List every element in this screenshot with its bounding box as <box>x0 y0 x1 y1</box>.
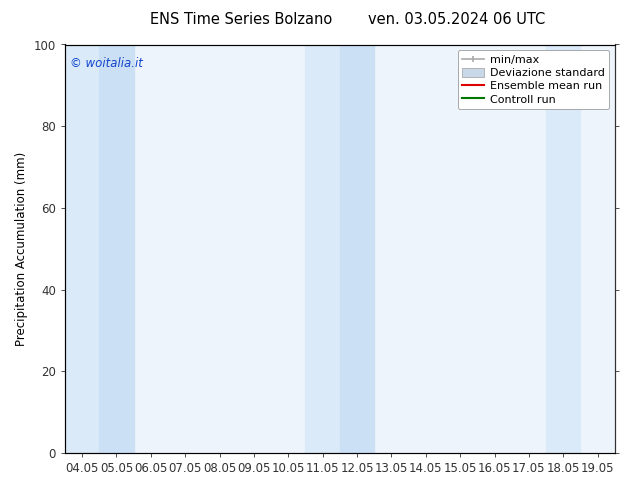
Bar <box>306 45 340 453</box>
Bar <box>546 45 581 453</box>
Y-axis label: Precipitation Accumulation (mm): Precipitation Accumulation (mm) <box>15 151 28 346</box>
Legend: min/max, Deviazione standard, Ensemble mean run, Controll run: min/max, Deviazione standard, Ensemble m… <box>458 50 609 109</box>
Bar <box>99 45 134 453</box>
Bar <box>65 45 99 453</box>
Text: ven. 03.05.2024 06 UTC: ven. 03.05.2024 06 UTC <box>368 12 545 27</box>
Bar <box>340 45 374 453</box>
Text: © woitalia.it: © woitalia.it <box>70 57 143 70</box>
Text: ENS Time Series Bolzano: ENS Time Series Bolzano <box>150 12 332 27</box>
